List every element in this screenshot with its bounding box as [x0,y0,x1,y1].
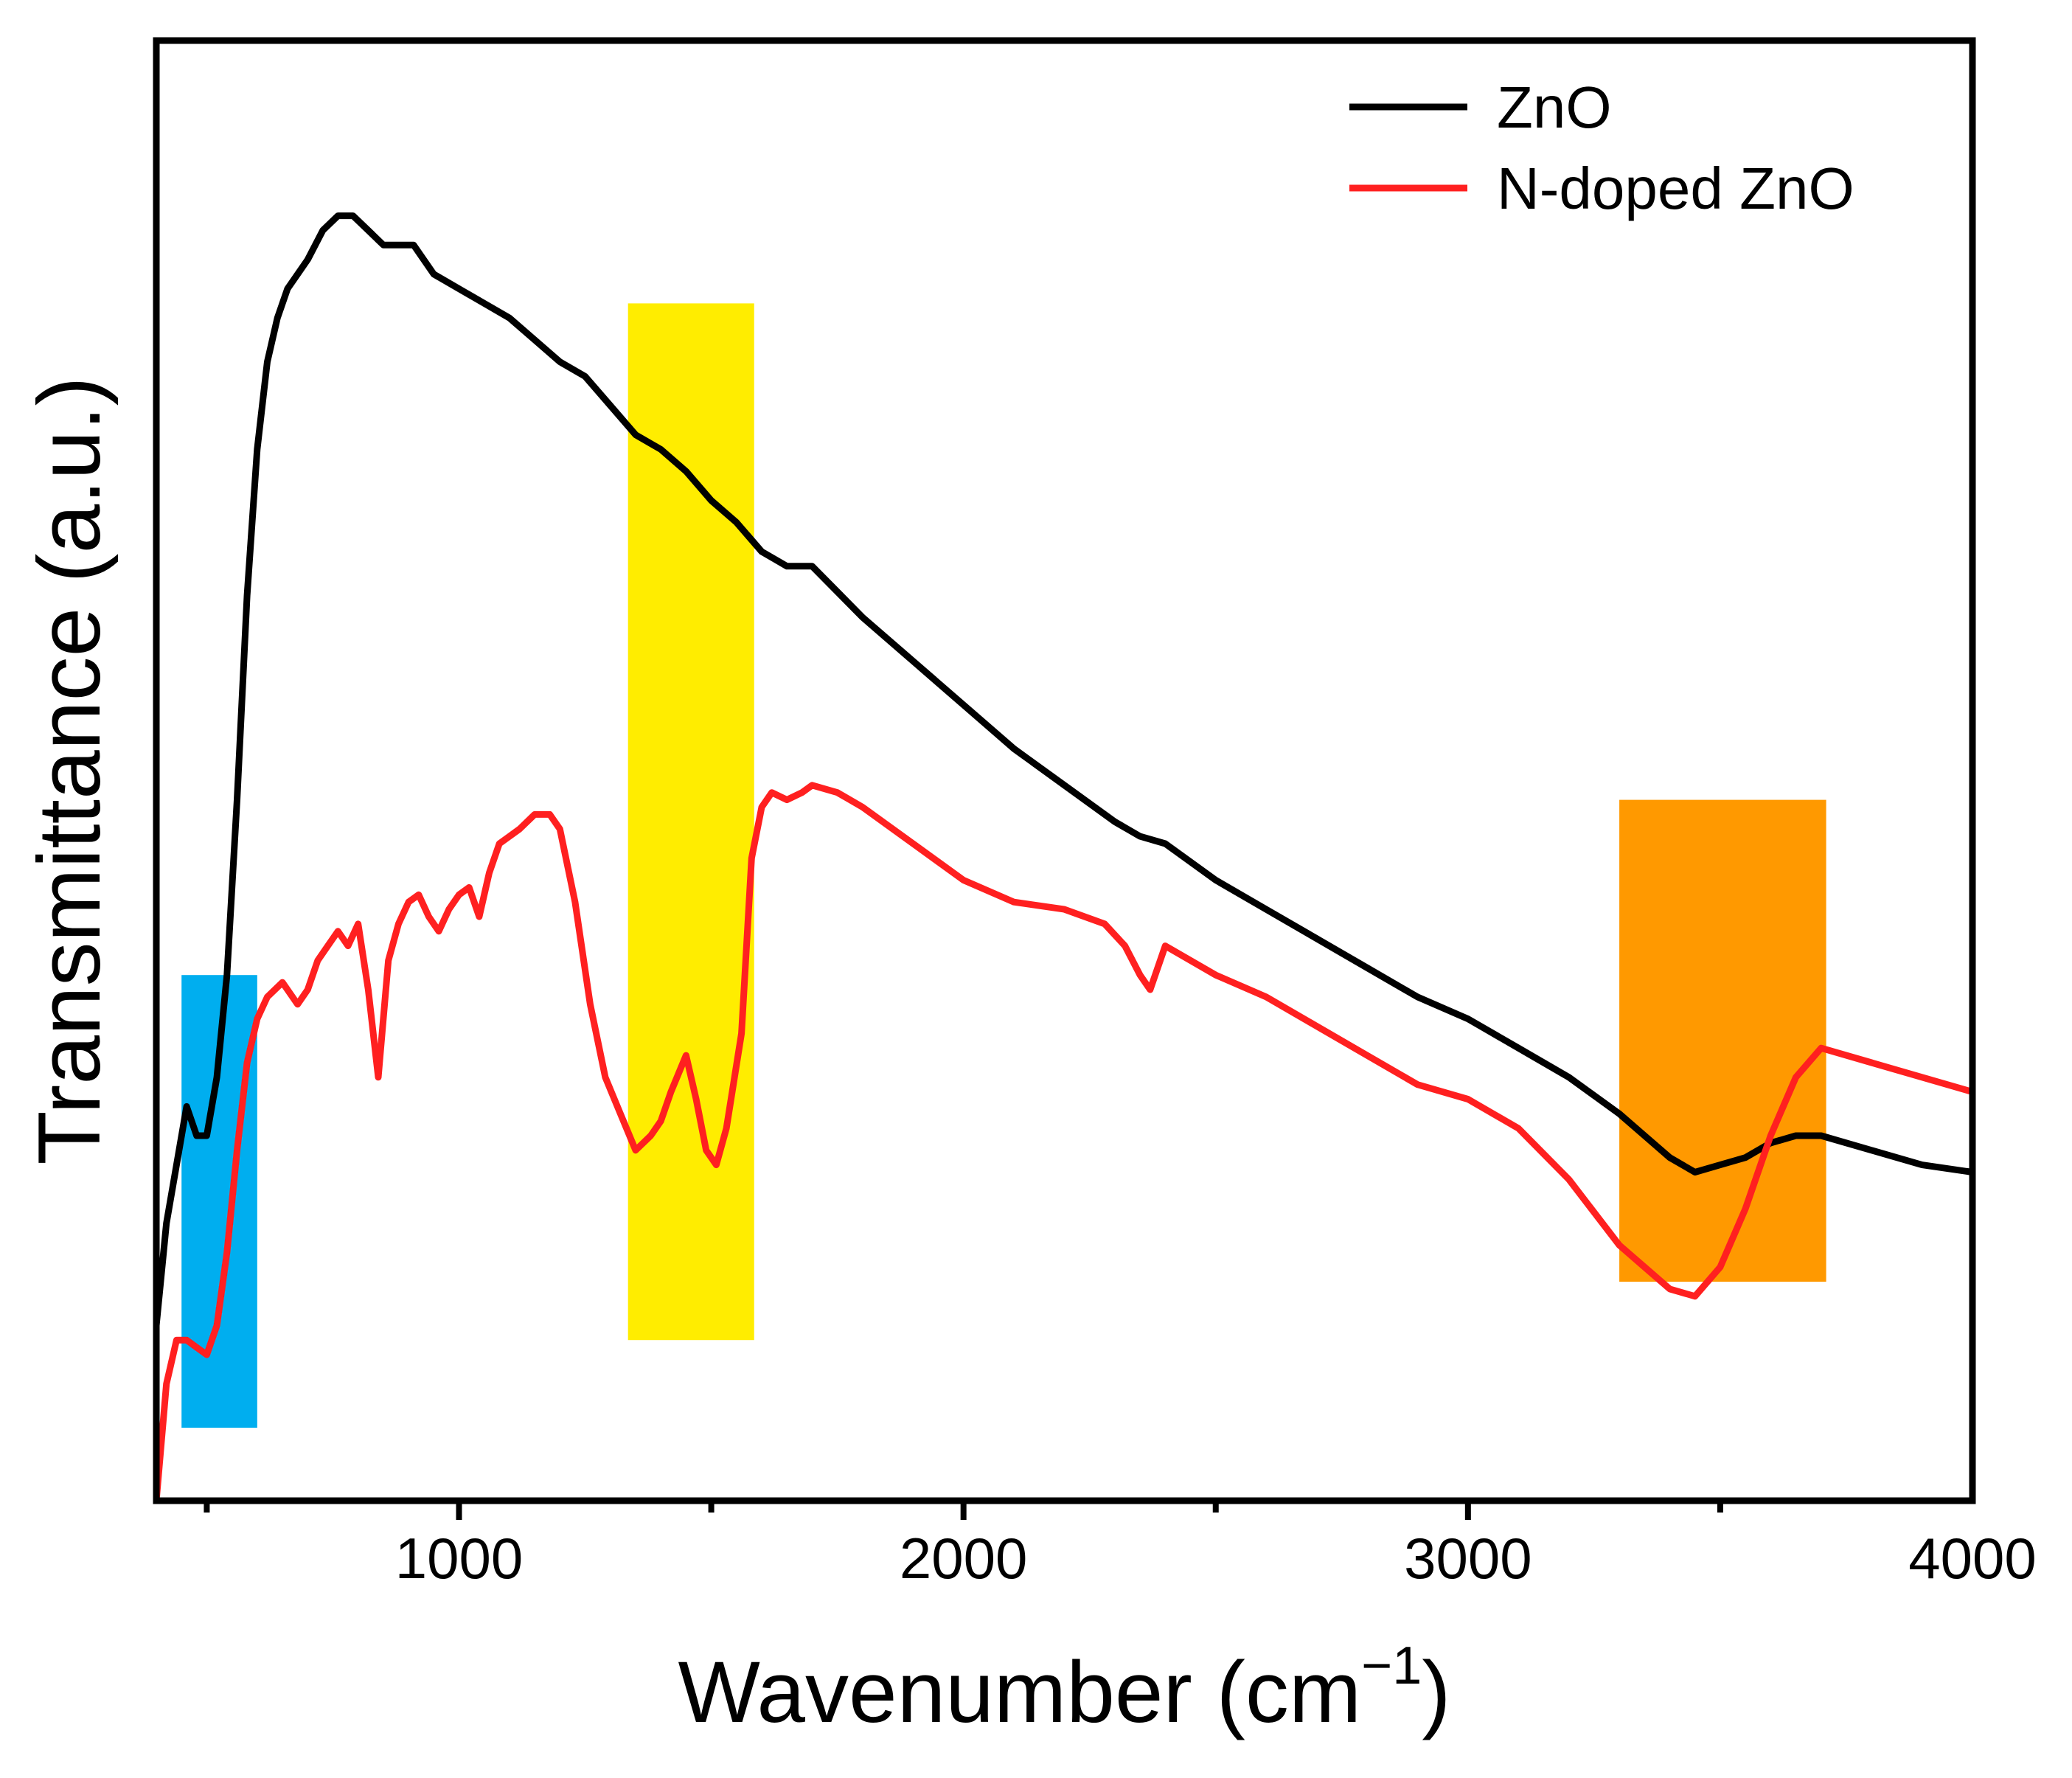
x-tick-label-1000: 1000 [395,1526,524,1591]
y-axis-label: Transmittance (a.u.) [20,376,119,1164]
x-tick-label-4000: 4000 [1908,1526,2037,1591]
x-axis-label-superscript: −1 [1361,1636,1422,1695]
x-tick-label-2000: 2000 [900,1526,1028,1591]
x-axis-label-close: ) [1422,1644,1450,1741]
series-line-zno [153,212,1976,1329]
x-axis-ticks [204,1501,1723,1520]
legend-label-zno: ZnO [1497,74,1612,140]
legend: ZnO N-doped ZnO [1349,74,1854,221]
highlight-bands [181,303,1826,1428]
legend-label-n-doped-zno: N-doped ZnO [1497,156,1854,221]
x-axis-tick-labels: 1000 2000 3000 4000 [395,1526,2037,1591]
highlight-band-2 [627,303,754,1341]
x-axis-label: Wavenumber (cm−1) [678,1636,1450,1741]
series-lines [153,212,1976,1504]
plot-frame [153,37,1976,1504]
highlight-band-3 [1619,799,1826,1282]
series-line-n-doped-zno [153,782,1976,1504]
x-tick-label-3000: 3000 [1404,1526,1532,1591]
x-axis-label-main: Wavenumber (cm [678,1644,1361,1741]
